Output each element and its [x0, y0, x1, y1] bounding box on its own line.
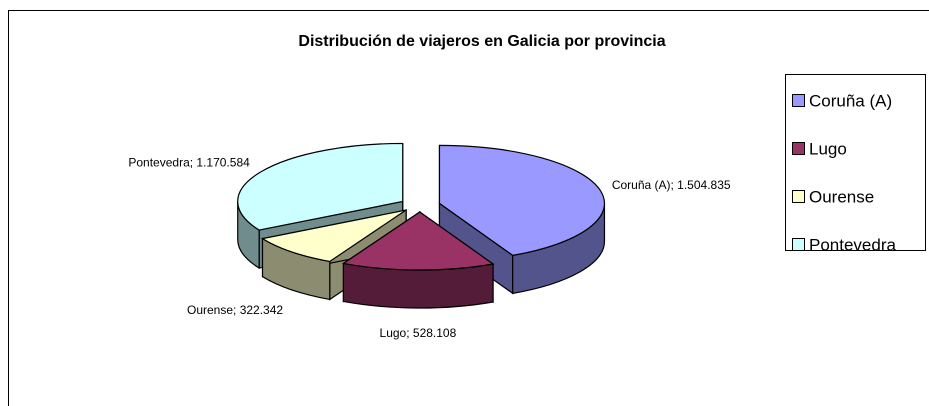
data-label: Lugo; 528.108	[380, 326, 457, 340]
legend-label: Pontevedra	[809, 235, 896, 254]
data-label: Pontevedra; 1.170.584	[128, 155, 250, 169]
legend-label: Lugo	[809, 139, 847, 158]
legend-swatch	[792, 94, 805, 107]
slice-top	[260, 209, 407, 263]
slice-top	[237, 142, 404, 231]
legend-label: Ourense	[809, 187, 874, 206]
legend-label: Coruña (A)	[809, 91, 892, 110]
legend-swatch	[792, 190, 805, 203]
chart-title: Distribución de viajeros en Galicia por …	[298, 33, 665, 50]
data-label: Ourense; 322.342	[187, 303, 283, 317]
slice-top	[438, 144, 606, 257]
legend-box	[785, 74, 926, 251]
data-label: Coruña (A); 1.504.835	[612, 178, 731, 192]
pie-slice	[438, 144, 606, 295]
pie-slice	[341, 210, 495, 309]
slice-top	[341, 211, 495, 271]
legend-swatch	[792, 238, 805, 251]
legend-swatch	[792, 142, 805, 155]
